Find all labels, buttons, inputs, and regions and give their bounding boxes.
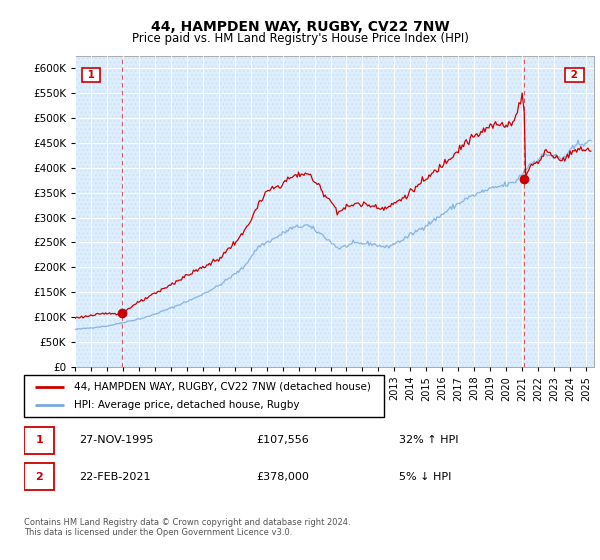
Text: 2: 2 [35,472,43,482]
Text: 5% ↓ HPI: 5% ↓ HPI [400,472,452,482]
Text: 1: 1 [84,69,98,80]
Text: 27-NOV-1995: 27-NOV-1995 [79,435,154,445]
Text: 32% ↑ HPI: 32% ↑ HPI [400,435,459,445]
Text: £378,000: £378,000 [256,472,309,482]
FancyBboxPatch shape [24,427,55,454]
Text: 1: 1 [35,435,43,445]
Text: Contains HM Land Registry data © Crown copyright and database right 2024.
This d: Contains HM Land Registry data © Crown c… [24,518,350,538]
Text: HPI: Average price, detached house, Rugby: HPI: Average price, detached house, Rugb… [74,400,300,410]
FancyBboxPatch shape [24,375,384,417]
Text: 2: 2 [567,69,581,80]
FancyBboxPatch shape [24,463,55,490]
Text: Price paid vs. HM Land Registry's House Price Index (HPI): Price paid vs. HM Land Registry's House … [131,32,469,45]
Text: 44, HAMPDEN WAY, RUGBY, CV22 7NW (detached house): 44, HAMPDEN WAY, RUGBY, CV22 7NW (detach… [74,382,371,392]
Text: 22-FEB-2021: 22-FEB-2021 [79,472,151,482]
Text: £107,556: £107,556 [256,435,308,445]
Text: 44, HAMPDEN WAY, RUGBY, CV22 7NW: 44, HAMPDEN WAY, RUGBY, CV22 7NW [151,20,449,34]
